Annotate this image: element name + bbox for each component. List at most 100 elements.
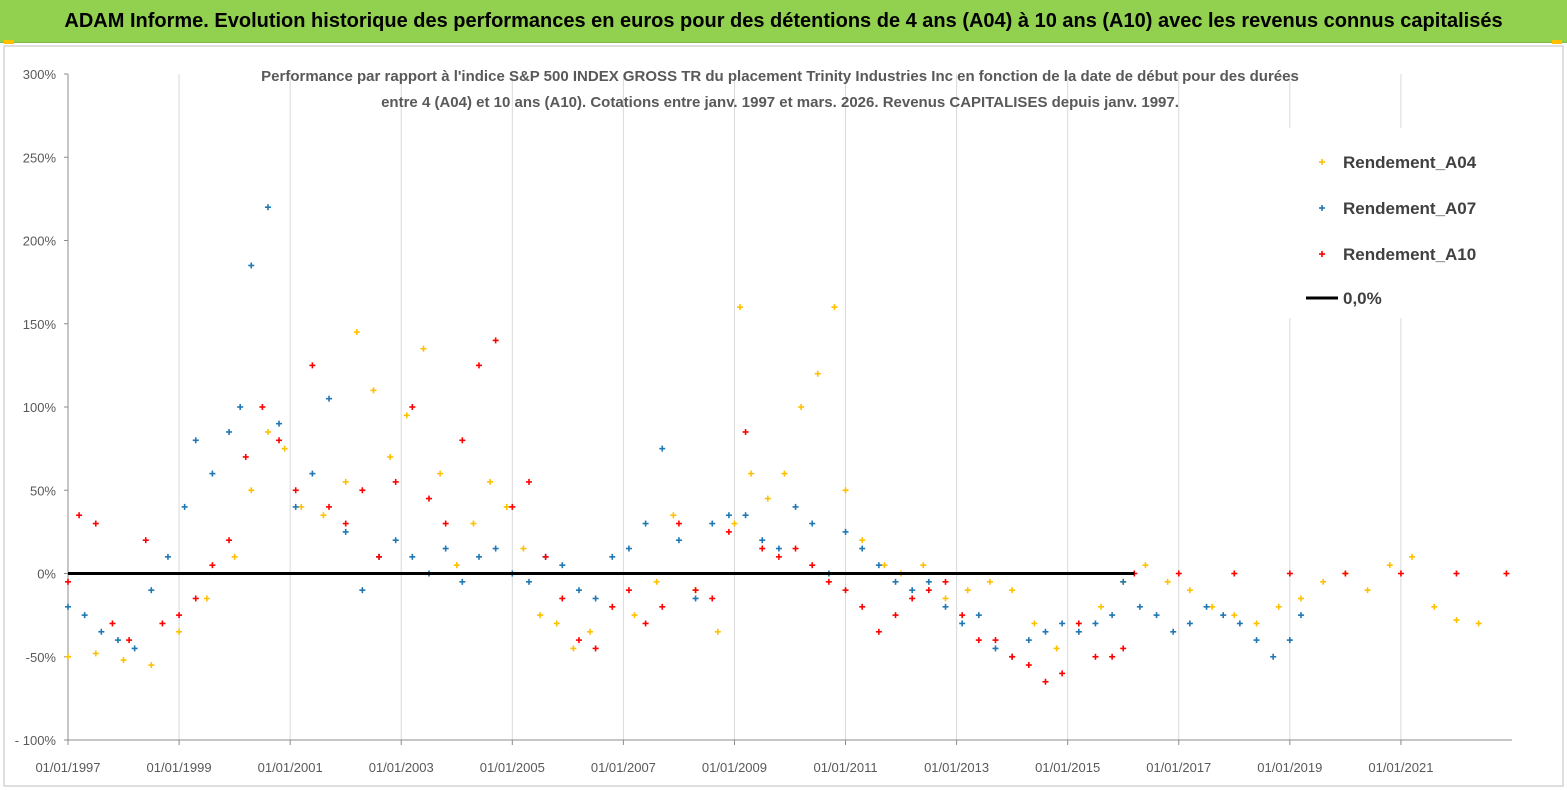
point-Rendement_A04 [1209,603,1216,610]
x-tick-label: 01/01/2009 [702,760,767,775]
legend: Rendement_A04 Rendement_A07 Rendement_A10 0… [1280,128,1508,318]
point-Rendement_A07 [442,545,449,552]
point-Rendement_A10 [392,478,399,485]
point-Rendement_A04 [503,503,510,510]
point-Rendement_A10 [725,528,732,535]
point-Rendement_A04 [387,453,394,460]
point-Rendement_A10 [376,553,383,560]
point-Rendement_A07 [181,503,188,510]
point-Rendement_A07 [959,620,966,627]
point-Rendement_A07 [1186,620,1193,627]
point-Rendement_A07 [65,603,71,610]
point-Rendement_A07 [1042,628,1049,635]
legend-marker-Rendement_A04 [1319,159,1325,165]
point-Rendement_A10 [1342,570,1349,577]
point-Rendement_A10 [792,545,799,552]
point-Rendement_A07 [359,587,366,594]
point-Rendement_A10 [775,553,782,560]
point-Rendement_A10 [226,537,233,544]
point-Rendement_A07 [1270,653,1277,660]
point-Rendement_A04 [1409,553,1416,560]
point-Rendement_A10 [159,620,166,627]
point-Rendement_A10 [759,545,766,552]
point-Rendement_A10 [109,620,116,627]
x-tick-label: 01/01/2003 [369,760,434,775]
legend-label: Rendement_A10 [1343,245,1476,264]
point-Rendement_A10 [742,428,749,435]
series-Rendement_A07 [65,204,1304,660]
point-Rendement_A10 [692,587,699,594]
chart-title-line2: entre 4 (A04) et 10 ans (A10). Cotations… [381,94,1179,111]
point-Rendement_A04 [320,512,327,519]
point-Rendement_A04 [1253,620,1260,627]
point-Rendement_A10 [292,487,299,494]
y-axis-tick-labels: - 100% -50% 0% 50% 100% 150% 200% 250% 300% [15,67,57,748]
point-Rendement_A04 [798,404,805,410]
point-Rendement_A04 [1275,603,1282,610]
point-Rendement_A04 [403,412,410,419]
point-Rendement_A04 [470,520,477,527]
legend-label: 0,0% [1343,289,1382,308]
y-tick-label: 150% [23,317,57,332]
point-Rendement_A10 [1231,570,1238,577]
point-Rendement_A04 [587,628,594,635]
x-tick-label: 01/01/2011 [813,760,877,775]
point-Rendement_A10 [342,520,349,527]
point-Rendement_A10 [925,587,932,594]
point-Rendement_A04 [942,595,949,602]
title-banner: ADAM Informe. Evolution historique des p… [0,0,1567,43]
point-Rendement_A10 [1503,570,1510,577]
point-Rendement_A07 [642,520,649,527]
point-Rendement_A07 [1136,603,1143,610]
point-Rendement_A07 [742,512,749,519]
point-Rendement_A07 [1059,620,1066,627]
point-Rendement_A04 [231,553,238,560]
point-Rendement_A04 [881,562,888,569]
point-Rendement_A07 [309,470,316,477]
point-Rendement_A10 [1075,620,1082,627]
point-Rendement_A04 [842,487,849,494]
point-Rendement_A07 [675,537,682,544]
x-tick-label: 01/01/2007 [591,760,656,775]
legend-label: Rendement_A04 [1343,153,1477,172]
point-Rendement_A10 [442,520,449,527]
point-Rendement_A10 [575,637,582,644]
point-Rendement_A07 [226,428,233,435]
point-Rendement_A10 [492,337,499,344]
y-tick-label: 300% [23,67,57,82]
point-Rendement_A10 [1042,678,1049,685]
point-Rendement_A07 [148,587,155,594]
point-Rendement_A10 [659,603,666,610]
point-Rendement_A07 [1236,620,1243,627]
point-Rendement_A04 [120,657,127,664]
point-Rendement_A10 [209,562,216,569]
point-Rendement_A07 [792,503,799,510]
point-Rendement_A07 [475,553,482,560]
point-Rendement_A07 [575,587,582,594]
point-Rendement_A04 [714,628,721,635]
point-Rendement_A10 [992,637,999,644]
point-Rendement_A10 [1059,670,1066,677]
data-points [65,204,1510,685]
x-tick-label: 01/01/2017 [1146,760,1211,775]
point-Rendement_A07 [1092,620,1099,627]
x-tick-label: 01/01/2013 [924,760,989,775]
point-Rendement_A04 [570,645,577,652]
y-tick-label: 100% [23,400,57,415]
point-Rendement_A04 [814,370,821,377]
y-tick-label: 200% [23,234,57,249]
point-Rendement_A07 [264,204,271,211]
point-Rendement_A07 [1203,603,1210,610]
point-Rendement_A10 [76,512,83,519]
point-Rendement_A07 [809,520,816,527]
point-Rendement_A10 [559,595,566,602]
point-Rendement_A10 [142,537,149,544]
axes [64,73,1512,745]
point-Rendement_A04 [1386,562,1393,569]
point-Rendement_A10 [426,495,432,502]
point-Rendement_A04 [264,428,271,435]
point-Rendement_A04 [420,345,427,352]
point-Rendement_A07 [192,437,199,444]
point-Rendement_A04 [920,562,927,569]
point-Rendement_A04 [353,329,360,336]
